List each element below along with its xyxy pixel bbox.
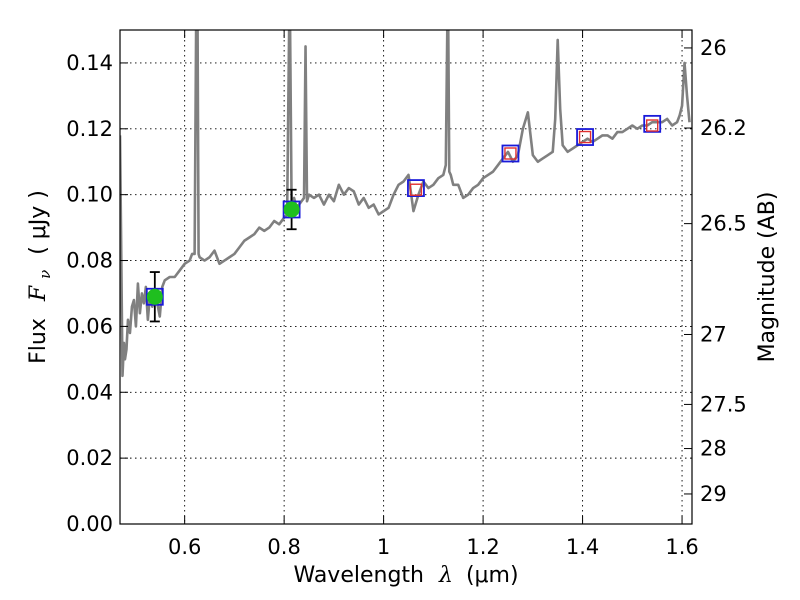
y2-axis-label: Magnitude (AB) (755, 192, 780, 363)
x-tick-label: 1.6 (665, 535, 698, 559)
blue-square-marker (407, 179, 425, 197)
y2-tick-label: 27.5 (700, 392, 747, 416)
red-square-marker (409, 183, 423, 196)
y-tick-label: 0.12 (66, 117, 113, 141)
y-tick-label: 0.10 (66, 183, 113, 207)
plot-frame (119, 29, 693, 525)
y-tick-label: 0.02 (66, 446, 113, 470)
y-axis-label-text: Flux (26, 318, 51, 364)
y-tick-label: 0.06 (66, 314, 113, 338)
y2-tick-label: 29 (700, 482, 727, 506)
tick-labels: 0.6 0.8 1 1.2 1.4 1.6 0.00 0.02 0.04 0.06 0.08 0.10… (66, 36, 747, 559)
red-square-marker (646, 119, 659, 132)
y-tick-label: 0.14 (66, 51, 113, 75)
x-tick-label: 1 (377, 535, 390, 559)
x-tick-label: 1.2 (466, 535, 499, 559)
y-tick-label: 0.00 (66, 512, 113, 536)
y-axis-label-symbol: F (26, 285, 51, 302)
red-square-marker (578, 130, 592, 144)
red-square-marker (504, 147, 517, 160)
y-tick-label: 0.08 (66, 249, 113, 273)
y2-tick-label: 28 (700, 437, 727, 461)
x-tick-label: 0.6 (168, 535, 201, 559)
y-axis-label-subscript: ν (36, 270, 54, 279)
x-axis-label-unit: (μm) (466, 563, 519, 588)
x-axis-label-symbol: λ (438, 563, 453, 588)
observed-point (146, 288, 163, 305)
plot-area (120, 30, 691, 378)
axis-ticks (120, 30, 692, 525)
x-axis-label: Wavelength λ (μm) (293, 563, 518, 588)
blue-square-marker (643, 114, 662, 133)
blue-square-marker (576, 128, 594, 146)
x-tick-label: 0.8 (267, 535, 300, 559)
y2-tick-label: 26 (700, 36, 727, 60)
observed-point (283, 201, 300, 218)
y-axis-label-unit: ( μJy ) (26, 190, 51, 255)
y-axis-label: Flux F ν ( μJy ) (26, 190, 56, 364)
y2-tick-label: 27 (700, 322, 727, 346)
y2-tick-label: 26.5 (700, 212, 747, 236)
x-tick-label: 1.4 (566, 535, 599, 559)
y2-tick-label: 26.2 (700, 116, 747, 140)
x-axis-label-text: Wavelength (293, 563, 424, 588)
photometry-points (145, 114, 662, 323)
y-tick-label: 0.04 (66, 380, 113, 404)
blue-square-marker (501, 144, 520, 163)
